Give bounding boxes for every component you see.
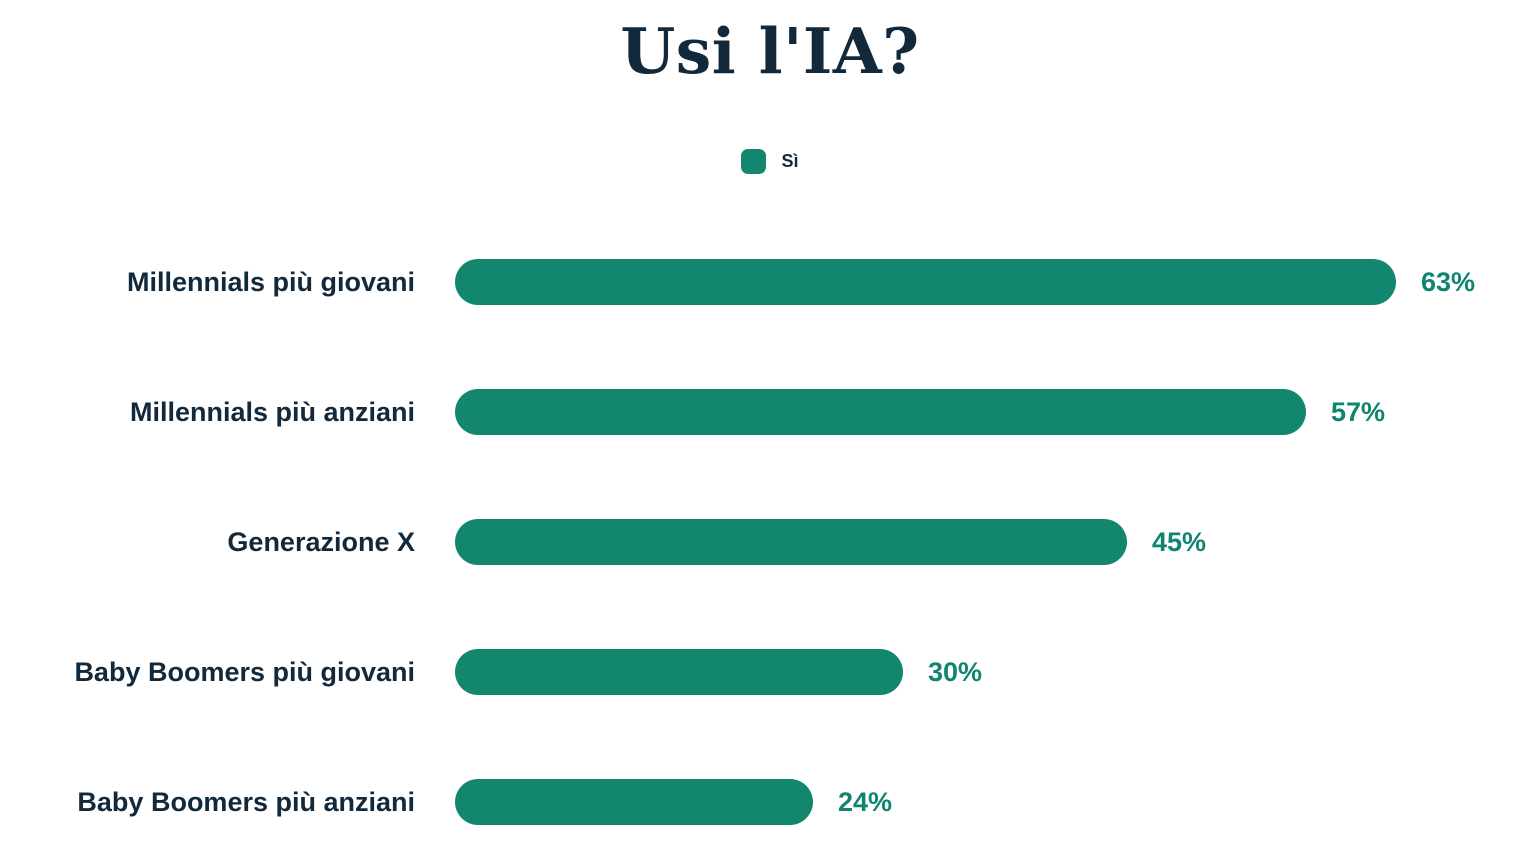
category-label: Millennials più giovani <box>126 266 415 297</box>
value-label: 24% <box>838 786 893 817</box>
value-label: 63% <box>1421 266 1476 297</box>
bar-row: Millennials più giovani 63% <box>0 259 1540 305</box>
bar <box>455 389 1306 435</box>
category-label: Generazione X <box>227 526 415 557</box>
bar <box>455 519 1127 565</box>
value-label: 30% <box>928 656 983 687</box>
category-label: Millennials più anziani <box>129 396 415 427</box>
bar-row: Baby Boomers più giovani 30% <box>0 649 1540 695</box>
legend-label-si: Sì <box>781 151 799 171</box>
bar-rows: Millennials più giovani 63% Millennials … <box>0 259 1540 825</box>
bar <box>455 779 813 825</box>
bar <box>455 259 1396 305</box>
value-label: 57% <box>1331 396 1386 427</box>
value-label: 45% <box>1152 526 1207 557</box>
bar-row: Generazione X 45% <box>0 519 1540 565</box>
category-label: Baby Boomers più giovani <box>74 656 415 687</box>
bar-row: Millennials più anziani 57% <box>0 389 1540 435</box>
category-label: Baby Boomers più anziani <box>77 786 415 817</box>
chart-title: Usi l'IA? <box>620 14 920 88</box>
bar-row: Baby Boomers più anziani 24% <box>0 779 1540 825</box>
legend-swatch-si <box>741 149 767 174</box>
bar <box>455 649 903 695</box>
legend: Sì <box>0 149 1540 174</box>
